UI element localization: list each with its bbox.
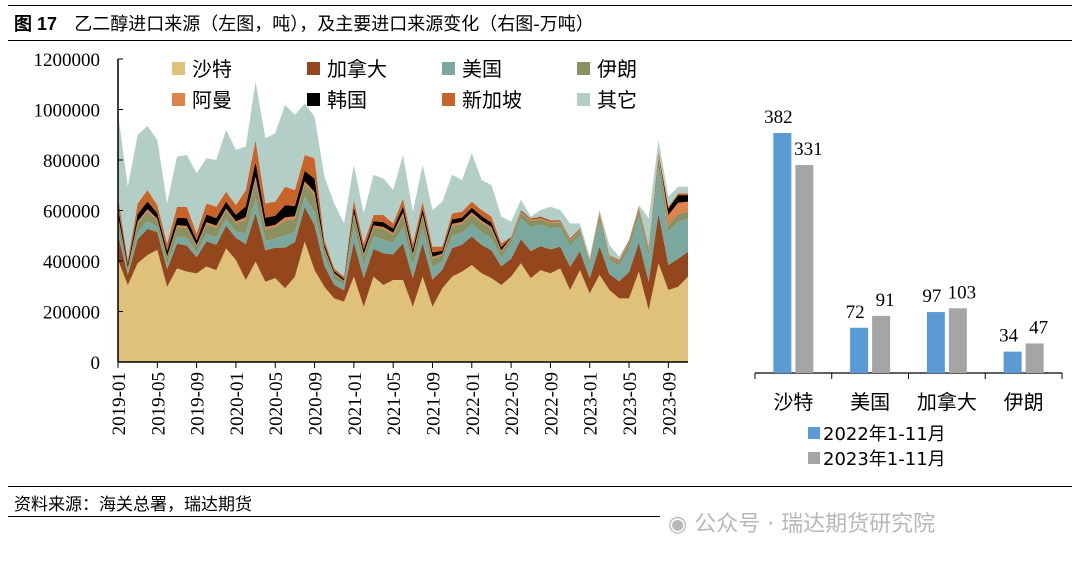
x-tick-label: 2021-01 (345, 372, 366, 435)
bar-3-0 (1003, 351, 1022, 373)
y-tick-label: 1000000 (34, 101, 101, 122)
bar-value-label: 91 (876, 290, 895, 311)
x-tick-label: 2020-09 (306, 372, 327, 435)
area-series-7 (118, 81, 688, 277)
x-tick-label: 2022-01 (463, 372, 484, 435)
x-tick-label: 2019-09 (188, 372, 209, 435)
figure-title-text: 乙二醇进口来源（左图，吨），及主要进口来源变化（右图-万吨） (74, 14, 594, 35)
bar-value-label: 97 (922, 286, 941, 307)
legend-label-6: 新加坡 (462, 88, 522, 112)
y-tick-label: 800000 (43, 151, 100, 172)
legend-swatch-3 (577, 62, 590, 75)
title-rule (8, 40, 1072, 41)
bar-category-label: 加拿大 (917, 390, 977, 414)
legend-label-0: 沙特 (192, 57, 232, 81)
top-rule (8, 5, 1072, 6)
y-tick-label: 200000 (43, 303, 100, 324)
x-tick-label: 2021-05 (384, 372, 405, 435)
bar-category-label: 美国 (850, 390, 890, 414)
figure-number: 图 17 (14, 14, 58, 34)
x-tick-label: 2022-05 (502, 372, 523, 435)
y-tick-label: 0 (91, 353, 101, 374)
bar-value-label: 47 (1029, 317, 1048, 338)
bar-1-1 (872, 315, 891, 373)
x-tick-label: 2020-05 (266, 372, 287, 435)
bar-2-0 (926, 312, 945, 373)
x-tick-label: 2022-09 (541, 372, 562, 435)
bar-0-1 (795, 165, 814, 373)
figure-title: 图 17 乙二醇进口来源（左图，吨），及主要进口来源变化（右图-万吨） (14, 10, 594, 36)
footer-bottom-rule (8, 516, 660, 517)
bar-2-1 (948, 308, 967, 373)
area-series-3 (118, 157, 688, 286)
legend-label-5: 韩国 (327, 88, 367, 112)
area-series-4 (118, 153, 688, 282)
bar-legend-label-0: 2022年1-11月 (823, 424, 946, 445)
bar-value-label: 72 (846, 302, 865, 323)
wechat-icon: ◉ (668, 512, 688, 537)
legend-label-2: 美国 (462, 57, 502, 81)
bar-category-label: 伊朗 (1004, 390, 1044, 414)
legend-swatch-1 (307, 62, 320, 75)
x-tick-label: 2019-05 (148, 372, 169, 435)
bar-value-label: 331 (794, 139, 823, 160)
area-series-2 (118, 168, 688, 291)
bar-1-0 (850, 327, 869, 373)
x-tick-label: 2023-01 (581, 372, 602, 435)
bar-category-label: 沙特 (773, 390, 813, 414)
area-series-0 (118, 241, 688, 362)
x-tick-label: 2020-01 (227, 372, 248, 435)
x-tick-label: 2023-05 (620, 372, 641, 435)
bar-value-label: 382 (764, 107, 793, 128)
legend-swatch-7 (577, 93, 590, 106)
legend-swatch-6 (442, 93, 455, 106)
legend-swatch-2 (442, 62, 455, 75)
bar-legend-swatch-1 (808, 452, 820, 464)
footer-rule (8, 486, 1072, 487)
legend-label-3: 伊朗 (597, 57, 637, 81)
legend-swatch-0 (172, 62, 185, 75)
x-tick-label: 2019-01 (109, 372, 130, 435)
legend-label-7: 其它 (597, 88, 637, 112)
bar-0-0 (773, 133, 792, 373)
legend-label-1: 加拿大 (327, 57, 387, 81)
bar-legend-label-1: 2023年1-11月 (823, 449, 946, 470)
bar-value-label: 34 (999, 326, 1019, 347)
legend-swatch-5 (307, 93, 320, 106)
legend-label-4: 阿曼 (192, 88, 232, 112)
area-series-1 (118, 206, 688, 310)
watermark-text: 公众号 · 瑞达期货研究院 (694, 512, 936, 537)
watermark: ◉ 公众号 · 瑞达期货研究院 (668, 506, 935, 538)
legend-swatch-4 (172, 93, 185, 106)
source-note: 资料来源：海关总署，瑞达期货 (14, 495, 252, 515)
y-tick-label: 600000 (43, 202, 100, 223)
y-tick-label: 400000 (43, 252, 100, 273)
area-series-6 (118, 140, 688, 279)
y-tick-label: 1200000 (34, 50, 101, 71)
x-tick-label: 2023-09 (659, 372, 680, 435)
bar-3-1 (1025, 343, 1044, 373)
x-tick-label: 2021-09 (423, 372, 444, 435)
bar-legend-swatch-0 (808, 427, 820, 439)
bar-value-label: 103 (948, 282, 977, 303)
